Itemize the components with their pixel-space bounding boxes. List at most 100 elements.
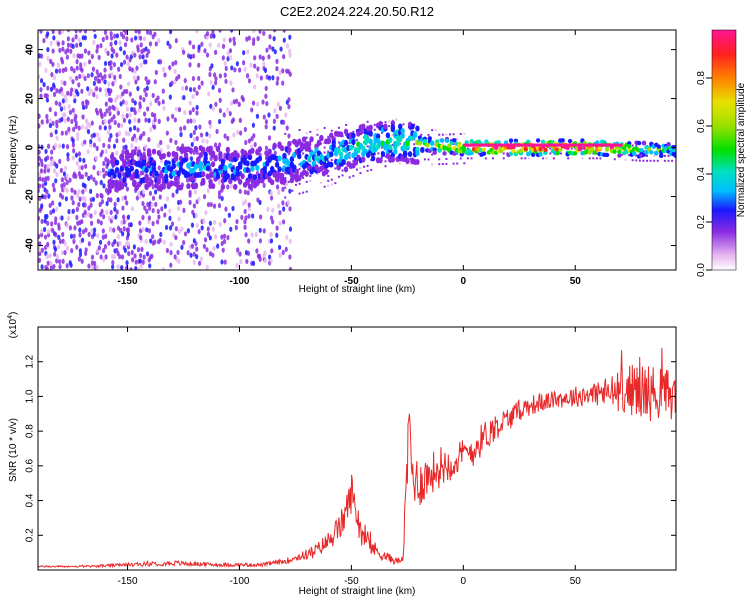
spectrogram-cell: [155, 219, 160, 225]
spectrogram-cell: [226, 107, 230, 113]
spectrogram-cell: [95, 145, 99, 151]
spectrogram-cell: [124, 30, 128, 35]
spectrogram-cell: [216, 243, 220, 249]
spectrogram-cell: [84, 163, 88, 169]
spectrogram-cell: [438, 133, 441, 136]
spectrogram-cell: [75, 160, 79, 166]
spectrogram-cell: [330, 183, 333, 186]
spectrogram-cell: [201, 171, 206, 178]
spectrogram-cell: [177, 258, 181, 264]
spectrogram-cell: [107, 187, 112, 194]
spectrogram-cell: [151, 207, 155, 214]
spectrogram-cell: [119, 84, 123, 90]
spectrogram-cell: [223, 133, 227, 139]
spectrogram-ridge-cell: [518, 143, 523, 147]
spectrogram-cell: [161, 267, 166, 270]
spectrogram-cell: [214, 76, 218, 82]
spectrogram-cell: [330, 159, 333, 162]
spectrogram-cell: [166, 116, 170, 122]
spectrogram-cell: [70, 248, 74, 254]
colorbar-tick-label: 0.4: [696, 167, 707, 181]
spectrogram-cell: [162, 105, 166, 111]
spectrogram-cell: [179, 126, 183, 132]
spectrogram-cell: [43, 234, 48, 240]
spectrogram-cell: [72, 238, 76, 245]
spectrogram-cell: [144, 46, 148, 52]
spectrogram-cell: [124, 130, 128, 136]
spectrogram-cell: [53, 251, 57, 257]
spectrogram-frame: [37, 29, 677, 271]
spectrogram-cell: [136, 127, 140, 133]
spectrogram-cell: [93, 209, 97, 216]
spectrogram-cell: [380, 146, 383, 149]
spectrogram-cell: [98, 170, 102, 176]
spectrogram-cell: [83, 202, 87, 208]
spectrogram-cell: [52, 75, 56, 81]
spectrogram-cell: [341, 159, 346, 166]
spectrogram-cell: [159, 231, 163, 238]
spectrogram-cell: [273, 49, 277, 55]
spectrogram-cell: [244, 199, 248, 205]
spectrogram-cell: [52, 187, 56, 193]
spectrogram-ridge-cell: [599, 143, 603, 147]
spectrogram-cell: [323, 146, 326, 149]
spectrogram-ridge-cell: [524, 143, 528, 147]
spectrogram-cell: [271, 219, 275, 225]
spectrogram-cell: [54, 232, 58, 238]
spectrogram-cell: [109, 60, 113, 66]
spectrogram-ridge-cell: [520, 143, 525, 147]
spectrogram-cell: [228, 178, 233, 185]
spectrogram-cell: [44, 148, 48, 155]
spectrogram-cell: [466, 147, 469, 150]
spectrogram-cell: [65, 187, 69, 194]
spectrogram-cell: [210, 63, 214, 69]
spectrogram-cell: [239, 259, 243, 265]
spectrogram-cell: [432, 150, 437, 155]
spectrogram-cell: [193, 189, 198, 195]
spectrogram-cell: [287, 97, 291, 103]
spectrogram-cell: [192, 86, 196, 93]
spectrogram-cell: [112, 227, 116, 233]
spectrogram-cell: [59, 106, 64, 112]
spectrogram-cell: [138, 258, 142, 264]
colorbar-ticks: 0.00.20.40.60.8: [696, 71, 712, 277]
spectrogram-cell: [263, 258, 267, 264]
spectrogram-cell: [126, 231, 130, 237]
spectrogram-cell: [136, 149, 142, 156]
spectrogram-cell: [95, 69, 99, 75]
spectrogram-ridge-cell: [517, 143, 521, 147]
spectrogram-cell: [542, 157, 545, 160]
spectrogram-cell: [316, 139, 322, 146]
spectrogram-cell: [373, 128, 376, 131]
spectrogram-cell: [122, 219, 126, 225]
spectrogram-cell: [104, 91, 108, 98]
spectrogram-cell: [235, 170, 240, 177]
spectrogram-cell: [58, 158, 62, 164]
spectrogram-cell: [159, 139, 163, 146]
spectrogram-cell: [63, 249, 67, 256]
spectrogram-cell: [105, 209, 109, 215]
spectrogram-cell: [232, 40, 237, 46]
spectrogram-cell: [71, 208, 75, 214]
spectrogram-cell: [390, 123, 396, 130]
spectrogram-cell: [59, 86, 64, 92]
spectrogram-cell: [79, 62, 83, 68]
spectrogram-cell: [183, 152, 189, 159]
spectrogram-cell: [297, 153, 302, 160]
spectrogram-ridge-cell: [590, 143, 594, 147]
spectrogram-cell: [87, 59, 92, 65]
spectrogram-cell: [149, 179, 154, 186]
spectrogram-ridge-cell: [526, 143, 530, 147]
spectrogram-cell: [52, 239, 56, 245]
spectrogram-cell: [115, 52, 119, 58]
spectrogram-cell: [484, 157, 487, 160]
spectrogram-cell: [353, 159, 359, 166]
spectrogram-cell: [276, 184, 280, 190]
spectrogram-cell: [245, 179, 250, 186]
spectrogram-cell: [70, 187, 74, 193]
spectrogram-cell: [244, 232, 248, 238]
spectrogram-cell: [274, 161, 280, 168]
spectrogram-cell: [271, 75, 275, 81]
spectrogram-cell: [80, 258, 84, 264]
